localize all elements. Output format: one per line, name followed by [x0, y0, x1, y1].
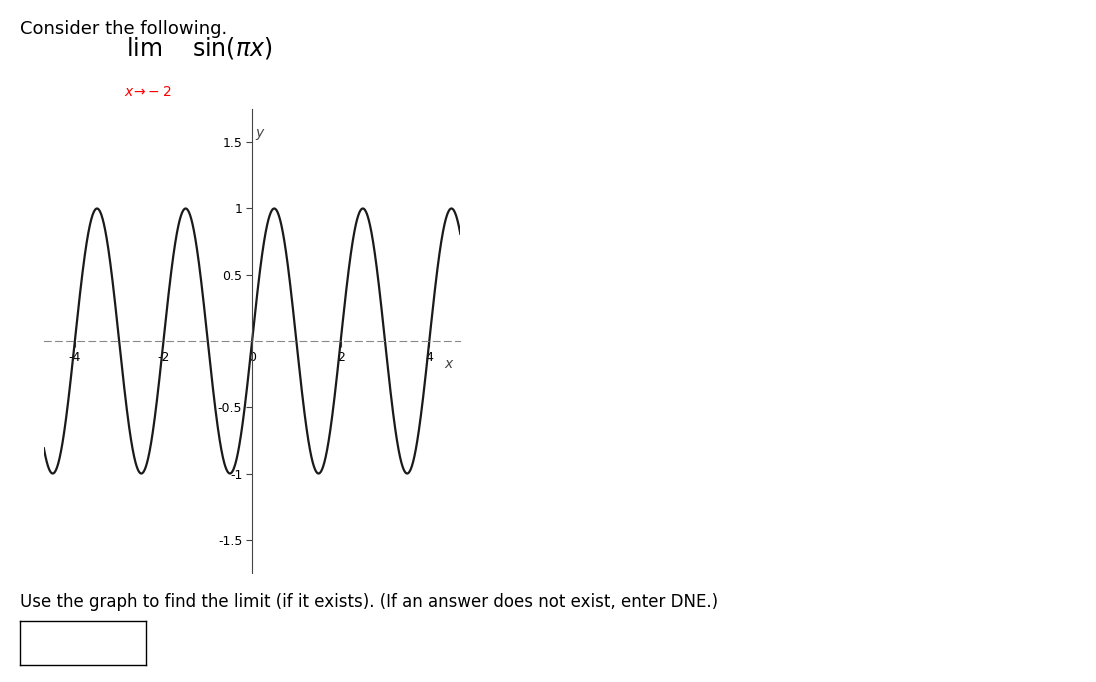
Text: $\lim$: $\lim$	[126, 38, 162, 61]
Text: y: y	[255, 126, 264, 140]
Text: Consider the following.: Consider the following.	[20, 20, 227, 38]
Text: x: x	[445, 357, 453, 371]
Text: $\sin(\pi x)$: $\sin(\pi x)$	[192, 35, 272, 61]
Text: $x\!\rightarrow\!-2$: $x\!\rightarrow\!-2$	[124, 85, 171, 100]
Text: Use the graph to find the limit (if it exists). (If an answer does not exist, en: Use the graph to find the limit (if it e…	[20, 593, 718, 611]
